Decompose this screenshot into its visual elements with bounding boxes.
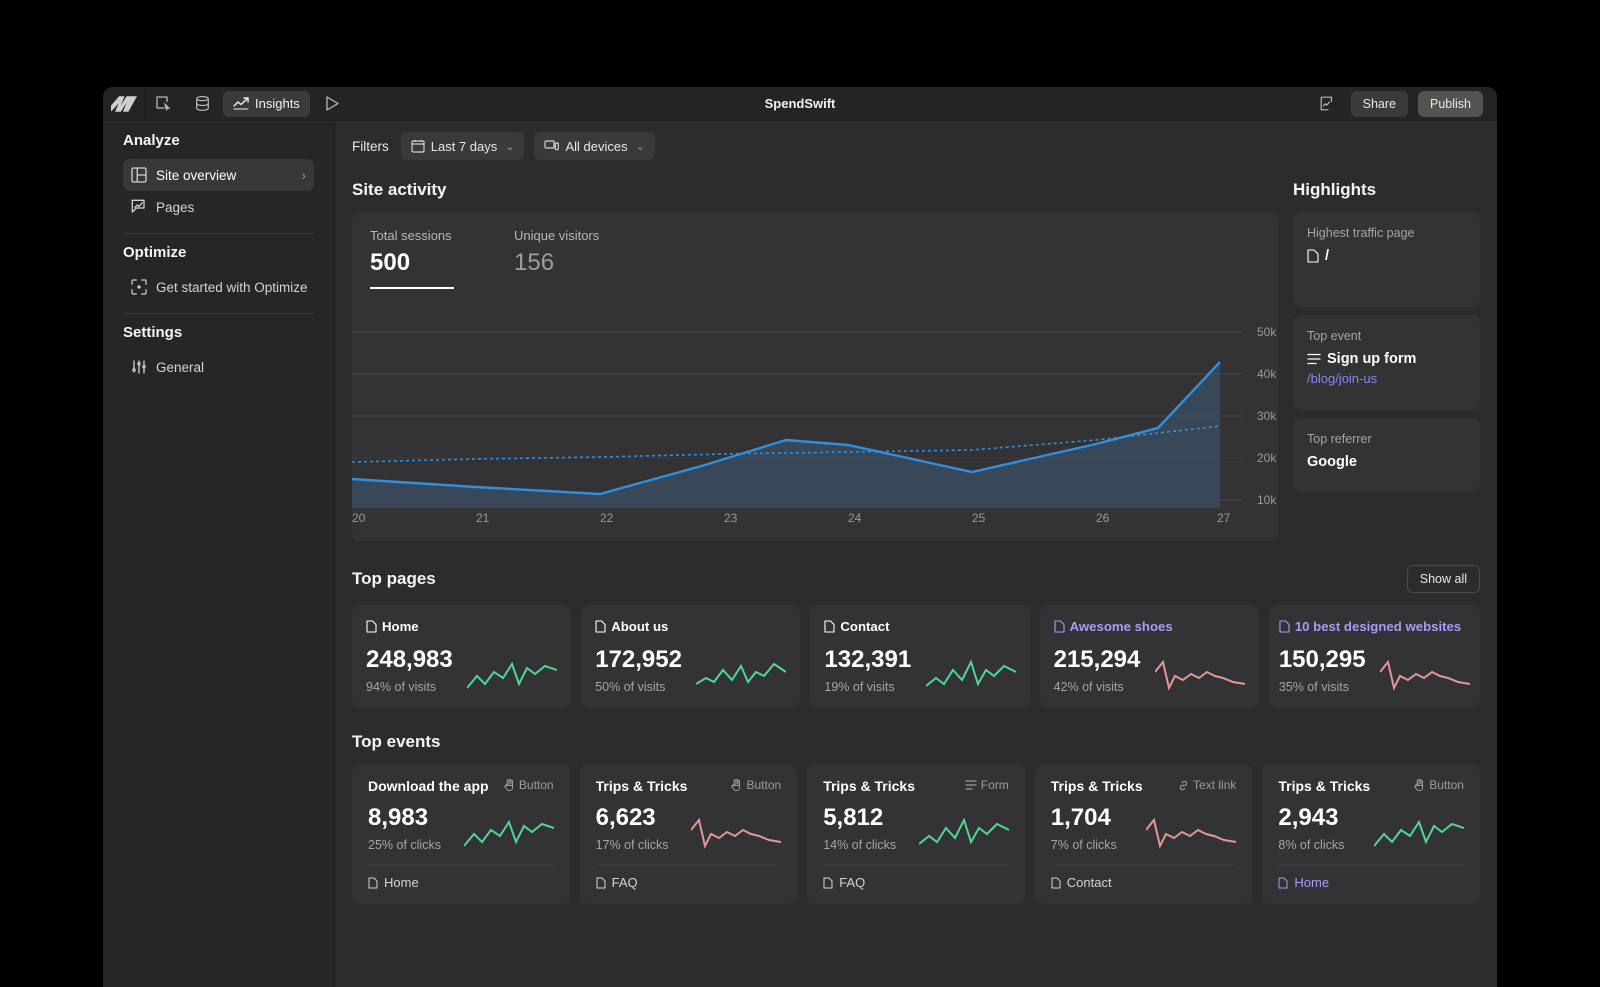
svg-text:20k: 20k: [1257, 451, 1277, 465]
svg-text:50k: 50k: [1257, 325, 1277, 339]
svg-text:23: 23: [724, 511, 738, 525]
svg-text:22: 22: [600, 511, 614, 525]
svg-text:25: 25: [972, 511, 986, 525]
svg-text:21: 21: [476, 511, 490, 525]
svg-text:40k: 40k: [1257, 367, 1277, 381]
svg-text:10k: 10k: [1257, 493, 1277, 507]
svg-text:20: 20: [352, 511, 366, 525]
svg-text:26: 26: [1096, 511, 1110, 525]
svg-text:24: 24: [848, 511, 862, 525]
svg-text:27: 27: [1217, 511, 1231, 525]
svg-text:30k: 30k: [1257, 409, 1277, 423]
